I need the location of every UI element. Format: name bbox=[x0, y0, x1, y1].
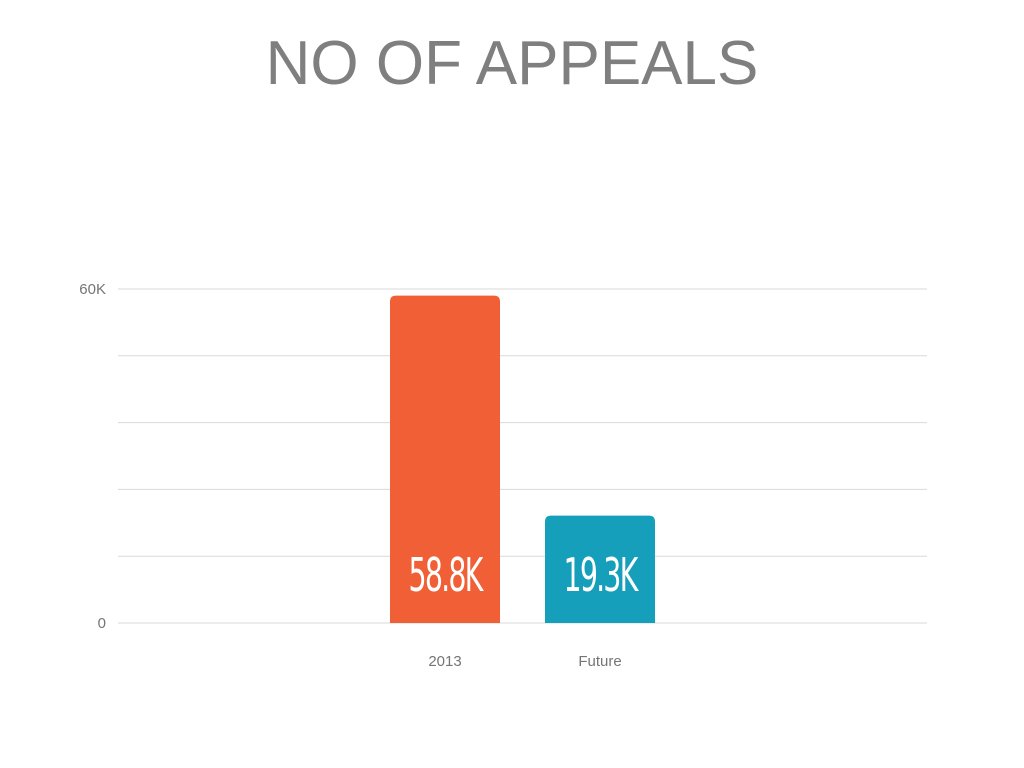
y-tick-label: 0 bbox=[98, 615, 106, 632]
x-category-label: Future bbox=[578, 653, 621, 670]
x-category-label: 2013 bbox=[428, 653, 461, 670]
gridlines bbox=[118, 288, 927, 624]
y-tick-label: 60K bbox=[79, 281, 106, 298]
bar-value-label: 58.8K bbox=[409, 549, 484, 603]
bar-value-label: 19.3K bbox=[564, 549, 639, 603]
bars: 58.8K 19.3K bbox=[390, 295, 655, 623]
x-axis: 2013 Future bbox=[428, 653, 621, 670]
chart-title: NO OF APPEALS bbox=[265, 29, 759, 98]
bar-future bbox=[545, 515, 655, 623]
y-axis: 0 60K bbox=[79, 281, 106, 632]
bar-2013 bbox=[390, 295, 500, 623]
